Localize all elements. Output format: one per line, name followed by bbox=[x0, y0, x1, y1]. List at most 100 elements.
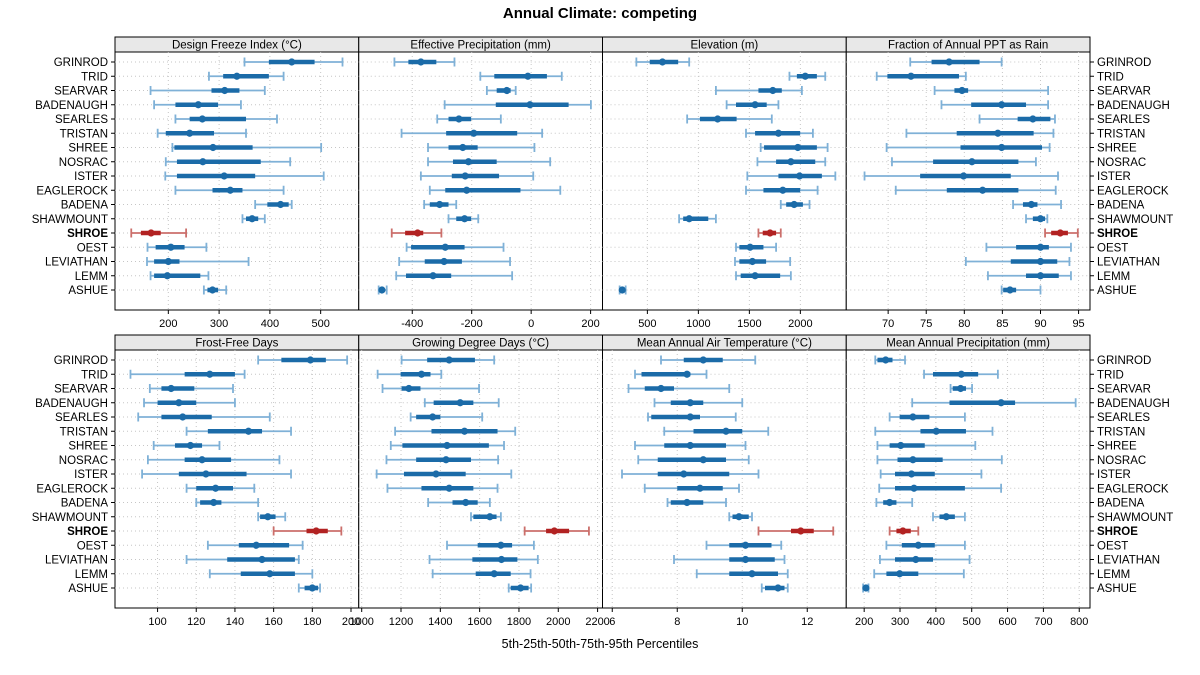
panel-growing-degree-days-c-: Growing Degree Days (°C) 1000 1200 1400 1600… bbox=[349, 334, 610, 628]
errorbar-shree bbox=[634, 441, 747, 450]
median-dot bbox=[417, 370, 426, 378]
median-dot bbox=[680, 470, 688, 478]
median-dot bbox=[686, 441, 694, 450]
errorbar-shree bbox=[885, 143, 1051, 152]
errorbar-searles bbox=[686, 114, 773, 124]
errorbar-oest bbox=[206, 540, 304, 550]
errorbar-trid bbox=[208, 71, 285, 81]
site-label-left: NOSRAC bbox=[59, 157, 108, 169]
axis-tick-label: 1200 bbox=[389, 616, 413, 628]
errorbar-trid bbox=[875, 71, 967, 81]
panel-strip-title: Design Freeze Index (°C) bbox=[172, 40, 302, 52]
panel-fraction-of-annual-ppt-as-rain: Fraction of Annual PPT as Rain 70 75 80 85 90… bbox=[845, 36, 1173, 330]
errorbar-shroe bbox=[130, 228, 187, 238]
median-dot bbox=[1036, 215, 1045, 223]
median-dot bbox=[657, 384, 665, 393]
errorbar-leviathan bbox=[879, 555, 971, 564]
site-label-right: ASHUE bbox=[1097, 583, 1137, 595]
errorbar-ashue bbox=[862, 583, 870, 593]
median-dot bbox=[899, 527, 907, 535]
errorbar-lemm bbox=[695, 569, 789, 579]
median-dot bbox=[968, 158, 976, 166]
median-dot bbox=[998, 143, 1006, 152]
axis-tick-label: 140 bbox=[226, 616, 244, 628]
errorbar-ister bbox=[419, 171, 535, 181]
errorbar-lemm bbox=[873, 569, 965, 579]
errorbar-oest bbox=[885, 540, 966, 550]
errorbar-shree bbox=[389, 441, 505, 450]
errorbar-tristan bbox=[394, 426, 517, 436]
median-dot bbox=[741, 555, 750, 564]
site-label-left: OEST bbox=[77, 242, 108, 254]
median-dot bbox=[209, 143, 217, 152]
site-label-left: SHROE bbox=[67, 526, 108, 538]
median-dot bbox=[179, 413, 187, 421]
errorbar-badena bbox=[1012, 200, 1062, 209]
median-dot bbox=[912, 555, 920, 564]
axis-tick-label: 95 bbox=[1072, 318, 1084, 330]
median-dot bbox=[198, 115, 206, 123]
errorbar-nosrac bbox=[164, 157, 292, 167]
median-dot bbox=[202, 470, 210, 478]
median-dot bbox=[429, 272, 437, 280]
median-dot bbox=[1036, 257, 1045, 266]
site-label-right: LEMM bbox=[1097, 569, 1130, 581]
median-dot bbox=[186, 129, 194, 137]
errorbar-badena bbox=[254, 200, 293, 209]
errorbar-searvar bbox=[715, 86, 803, 95]
errorbar-grinrod bbox=[660, 355, 757, 365]
axis-tick-label: 300 bbox=[210, 318, 228, 330]
median-dot bbox=[907, 470, 916, 478]
axis-tick-label: 600 bbox=[998, 616, 1016, 628]
errorbar-searvar bbox=[381, 384, 480, 393]
median-dot bbox=[735, 513, 743, 521]
errorbar-trid bbox=[788, 71, 827, 81]
median-dot bbox=[524, 72, 532, 80]
errorbar-searles bbox=[888, 412, 966, 422]
errorbar-nosrac bbox=[427, 157, 552, 167]
errorbar-shawmount bbox=[932, 512, 966, 522]
median-dot bbox=[464, 158, 473, 166]
median-dot bbox=[794, 143, 802, 152]
median-dot bbox=[685, 215, 693, 223]
errorbar-badenaugh bbox=[725, 100, 780, 110]
axis-tick-label: 0 bbox=[528, 318, 534, 330]
median-dot bbox=[748, 257, 757, 266]
x-axis-label: 5th-25th-50th-75th-95th Percentiles bbox=[501, 637, 699, 651]
median-dot bbox=[909, 456, 917, 464]
site-label-left: TRISTAN bbox=[60, 426, 108, 438]
errorbar-ashue bbox=[377, 285, 388, 295]
median-dot bbox=[440, 257, 448, 266]
median-dot bbox=[461, 172, 469, 180]
median-dot bbox=[766, 229, 774, 237]
errorbar-tristan bbox=[663, 426, 770, 436]
median-dot bbox=[942, 513, 950, 521]
errorbar-lemm bbox=[149, 271, 210, 281]
panel-area bbox=[845, 349, 1091, 609]
median-dot bbox=[199, 158, 207, 166]
panel-frost-free-days: Frost-Free Days 100 120 140 160 180 200 GRINROD… bbox=[32, 334, 360, 628]
median-dot bbox=[959, 172, 968, 180]
errorbar-shroe bbox=[523, 526, 590, 536]
median-dot bbox=[1006, 286, 1014, 294]
median-dot bbox=[957, 370, 965, 378]
site-label-left: ASHUE bbox=[68, 285, 108, 297]
axis-tick-label: 80 bbox=[958, 318, 970, 330]
errorbar-shawmount bbox=[447, 214, 480, 224]
axis-tick-label: 10 bbox=[736, 616, 748, 628]
site-label-left: SHREE bbox=[68, 143, 108, 155]
errorbar-shroe bbox=[1044, 228, 1079, 238]
median-dot bbox=[312, 527, 320, 535]
median-dot bbox=[306, 356, 314, 364]
median-dot bbox=[714, 115, 722, 123]
median-dot bbox=[945, 58, 953, 66]
median-dot bbox=[470, 129, 478, 137]
panel-strip-title: Growing Degree Days (°C) bbox=[412, 338, 549, 350]
errorbar-searvar bbox=[148, 384, 234, 393]
median-dot bbox=[445, 356, 453, 364]
errorbar-lemm bbox=[735, 271, 792, 281]
panel-strip-title: Frost-Free Days bbox=[195, 338, 278, 350]
errorbar-shree bbox=[171, 143, 323, 152]
errorbar-nosrac bbox=[891, 157, 1037, 167]
site-label-left: BADENA bbox=[61, 498, 109, 510]
